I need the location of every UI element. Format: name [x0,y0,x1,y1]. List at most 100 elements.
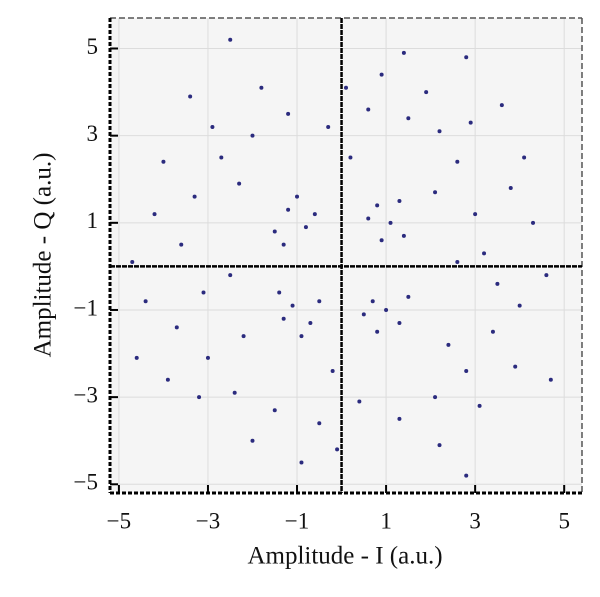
point [455,260,460,265]
point [201,290,206,295]
point [174,325,179,330]
y-axis-title: Amplitude - Q (a.u.) [30,153,57,358]
point [375,329,380,334]
point [464,55,469,60]
point [455,159,460,164]
point [477,403,482,408]
point [375,203,380,208]
point [281,242,286,247]
point [490,329,495,334]
point [433,395,438,400]
point [250,133,255,138]
point [312,212,317,217]
point [241,334,246,339]
point [366,216,371,221]
point [326,124,331,129]
point [130,260,135,265]
point [401,233,406,238]
point [433,190,438,195]
point [210,124,215,129]
y-tick-label: 5 [87,34,99,59]
point [344,85,348,90]
point [250,438,255,443]
point [446,342,451,347]
point [357,399,362,404]
point [161,159,166,164]
x-tick-label: −5 [107,508,131,533]
point [495,281,500,286]
point [303,225,308,230]
point [228,37,233,42]
x-tick-label: −3 [196,508,220,533]
x-tick-label: 5 [558,508,570,533]
point [348,155,353,160]
point [165,377,170,382]
point [299,334,304,339]
point [517,303,522,308]
point [464,473,469,478]
point [370,299,375,304]
point [272,408,277,413]
y-tick-label: 1 [87,208,99,233]
point [513,364,518,369]
point [361,312,366,317]
point [544,273,549,278]
point [508,185,513,190]
point [295,194,300,199]
y-tick-label: −3 [74,382,98,407]
point [188,94,193,99]
point [134,355,139,360]
point [259,85,264,90]
point [406,294,411,299]
point [397,321,402,326]
y-tick-label: −1 [74,295,98,320]
point [468,120,473,125]
point [424,90,429,95]
point [286,111,291,116]
point [205,355,210,360]
point [388,220,393,225]
point [228,273,233,278]
point [384,307,389,312]
point [397,416,402,421]
point [397,199,402,204]
point [317,421,322,426]
point [437,129,442,134]
x-tick-label: 3 [469,508,481,533]
point [330,368,335,373]
point [437,443,442,448]
point [272,229,277,234]
point [317,299,322,304]
points [130,37,553,478]
point [366,107,371,112]
point [179,242,184,247]
y-tick-label: 3 [87,121,99,146]
x-tick-label: 1 [380,508,392,533]
point [232,390,237,395]
point [197,395,202,400]
point [464,368,469,373]
point [379,72,384,77]
point [406,116,411,121]
point [237,181,242,186]
point [299,460,304,465]
point [401,50,406,55]
point [290,303,295,308]
x-axis-title: Amplitude - I (a.u.) [247,543,442,570]
point [308,321,313,326]
point [192,194,197,199]
point [473,212,478,217]
point [482,251,487,256]
point [548,377,553,382]
point [152,212,157,217]
point [277,290,282,295]
point [335,447,340,452]
grid [110,18,582,493]
point [379,238,384,243]
point [522,155,527,160]
point [499,103,504,108]
y-tick-label: −5 [74,470,98,495]
point [281,316,286,321]
x-tick-label: −1 [285,508,309,533]
